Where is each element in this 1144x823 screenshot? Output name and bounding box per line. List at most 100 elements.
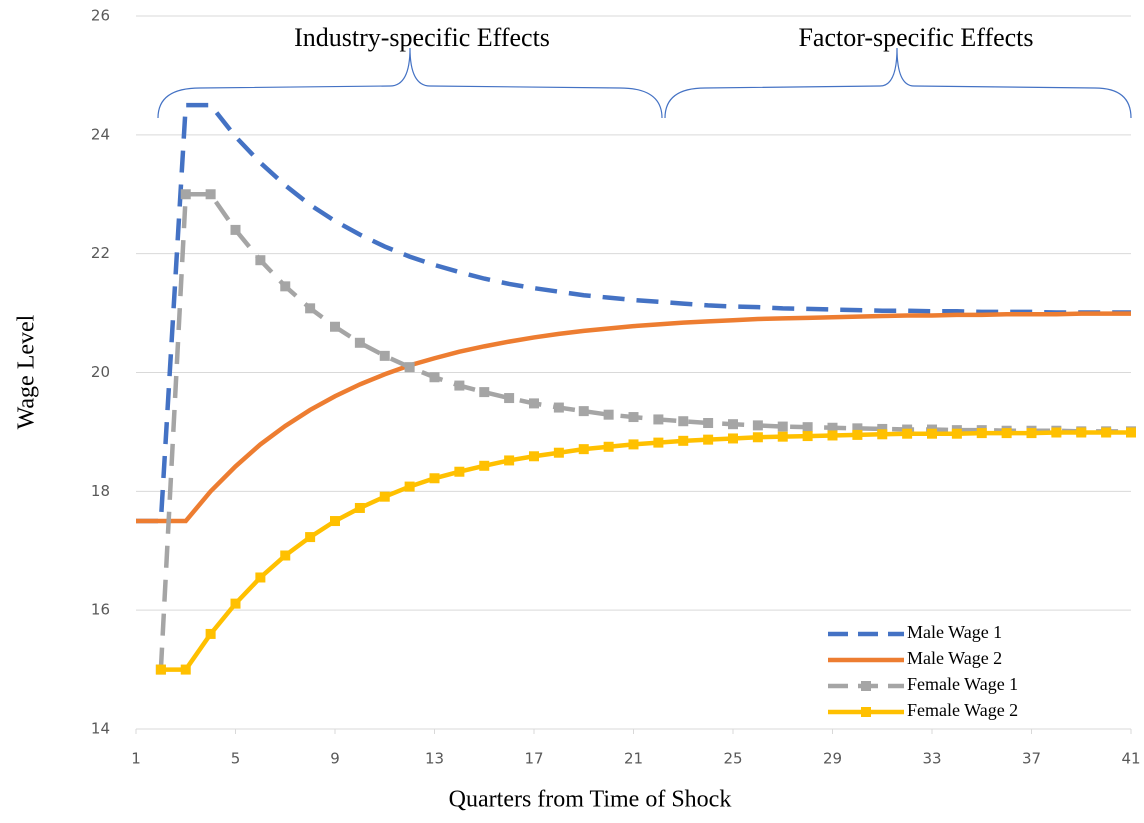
marker — [827, 430, 838, 441]
legend-label: Female Wage 1 — [907, 674, 1018, 694]
line — [160, 430, 1131, 672]
marker — [628, 412, 639, 423]
marker — [603, 441, 614, 452]
y-tick-label: 14 — [91, 720, 110, 738]
marker — [777, 431, 788, 442]
y-tick-label: 20 — [91, 363, 110, 381]
marker — [1051, 427, 1062, 438]
x-tick-label: 29 — [823, 750, 842, 768]
marker — [479, 387, 490, 398]
marker — [1026, 428, 1037, 439]
legend-marker — [861, 681, 871, 691]
x-tick-label: 13 — [425, 750, 444, 768]
marker — [454, 466, 465, 477]
marker — [280, 281, 291, 292]
marker — [330, 321, 340, 332]
marker — [877, 423, 888, 434]
marker — [728, 419, 738, 430]
marker — [976, 428, 987, 439]
marker — [628, 439, 639, 450]
marker — [280, 550, 291, 561]
line — [136, 311, 1131, 524]
legend-marker — [861, 707, 871, 717]
marker — [852, 423, 863, 434]
marker — [927, 428, 937, 439]
marker — [479, 460, 490, 471]
marker — [305, 532, 316, 543]
marker — [603, 409, 614, 420]
marker — [230, 224, 241, 235]
marker — [205, 189, 216, 200]
marker — [454, 380, 465, 391]
marker — [1101, 427, 1112, 438]
legend-label: Female Wage 2 — [907, 700, 1018, 720]
legend-label: Male Wage 2 — [907, 648, 1002, 668]
marker — [703, 418, 714, 429]
marker — [404, 481, 415, 492]
x-tick-label: 41 — [1121, 750, 1140, 768]
marker — [653, 437, 664, 448]
marker — [703, 434, 714, 445]
x-tick-label: 9 — [330, 750, 340, 768]
y-tick-label: 18 — [91, 482, 110, 500]
marker — [255, 572, 266, 583]
marker — [827, 422, 838, 433]
marker — [578, 406, 589, 417]
legend-label: Male Wage 1 — [907, 622, 1002, 642]
marker — [379, 491, 390, 502]
line — [136, 102, 1131, 524]
marker — [180, 189, 191, 200]
line — [158, 192, 1131, 670]
y-axis-label: Wage Level — [14, 314, 40, 429]
marker — [1076, 427, 1087, 438]
marker — [155, 664, 166, 675]
marker — [379, 350, 390, 361]
y-tick-label: 16 — [91, 601, 110, 619]
marker — [678, 416, 689, 427]
marker — [553, 402, 564, 413]
marker — [404, 362, 415, 373]
marker — [653, 414, 664, 425]
x-tick-label: 21 — [624, 750, 643, 768]
x-tick-label: 25 — [723, 750, 742, 768]
x-axis-label: Quarters from Time of Shock — [449, 787, 732, 813]
marker — [728, 433, 738, 444]
x-tick-label: 33 — [922, 750, 941, 768]
marker — [1126, 427, 1136, 438]
marker — [429, 473, 440, 484]
marker — [553, 447, 564, 458]
marker — [255, 255, 266, 266]
marker — [529, 451, 539, 462]
marker — [752, 432, 763, 443]
marker — [504, 455, 515, 466]
marker — [678, 435, 689, 446]
x-tick-label: 17 — [524, 750, 543, 768]
marker — [902, 428, 913, 439]
marker — [504, 393, 515, 404]
brace — [664, 47, 1132, 119]
marker — [330, 516, 340, 527]
marker — [230, 598, 241, 609]
y-tick-label: 24 — [91, 125, 110, 143]
marker — [529, 398, 539, 409]
x-tick-label: 5 — [231, 750, 241, 768]
marker — [951, 428, 962, 439]
marker — [877, 429, 888, 440]
marker — [802, 431, 813, 442]
brace — [157, 47, 663, 119]
y-tick-label: 26 — [91, 7, 110, 25]
marker — [1001, 428, 1012, 439]
marker — [354, 337, 365, 348]
x-tick-label: 37 — [1022, 750, 1041, 768]
y-tick-label: 22 — [91, 244, 110, 262]
annotation: Factor-specific Effects — [798, 23, 1033, 52]
marker — [205, 628, 216, 639]
annotation: Industry-specific Effects — [294, 23, 550, 52]
marker — [777, 421, 788, 432]
marker — [429, 372, 440, 383]
marker — [180, 664, 191, 675]
marker — [578, 444, 589, 455]
marker — [852, 429, 863, 440]
marker — [305, 303, 316, 314]
